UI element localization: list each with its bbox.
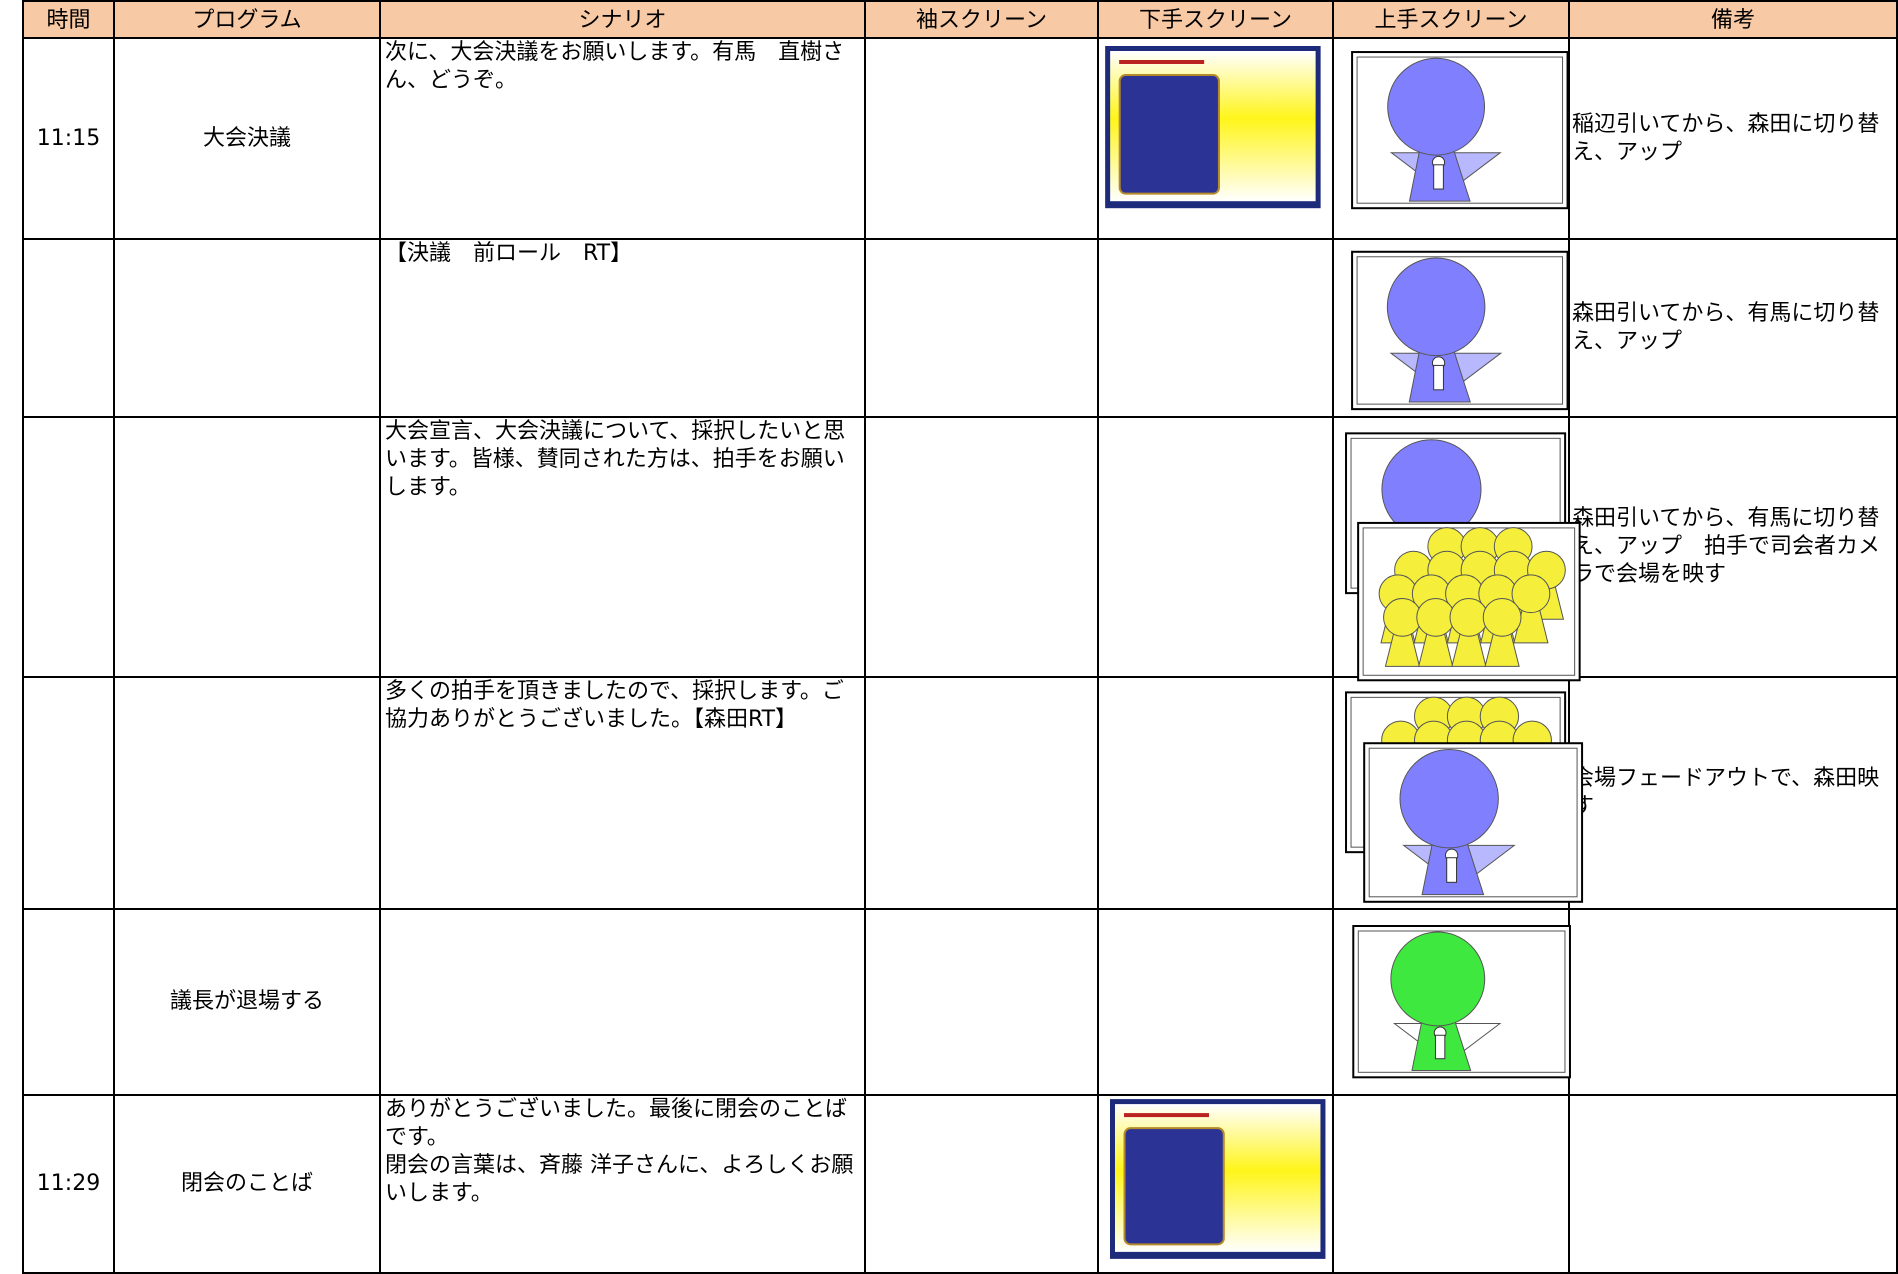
- stage-right-screen-cell: [1334, 418, 1570, 678]
- scenario-text: 閉会の言葉は、斉藤 洋子さんに、よろしくお願いします。: [385, 1153, 854, 1206]
- scenario-cell: [381, 910, 866, 1096]
- stage-right-screen-cell: [1334, 39, 1570, 240]
- program-cell: 大会決議: [115, 39, 381, 240]
- header-cell: シナリオ: [381, 0, 866, 39]
- sleeve-screen-cell: [866, 678, 1099, 910]
- header-cell: 備考: [1570, 0, 1898, 39]
- scenario-cell: 大会宣言、大会決議について、採択したいと思います。皆様、賛同された方は、拍手をお…: [381, 418, 866, 678]
- time-cell: [22, 418, 115, 678]
- remarks-text: 会場フェードアウトで、森田映す: [1572, 766, 1880, 819]
- remarks-cell: 森田引いてから、有馬に切り替え、アップ 拍手で司会者カメラで会場を映す: [1570, 418, 1898, 678]
- program-cell: [115, 418, 381, 678]
- time-cell: [22, 678, 115, 910]
- stage-right-screen-cell: [1334, 1096, 1570, 1274]
- remarks-cell: [1570, 1096, 1898, 1274]
- stage-right-screen-cell: [1334, 678, 1570, 910]
- sleeve-screen-cell: [866, 240, 1099, 418]
- header-cell: 時間: [22, 0, 115, 39]
- remarks-cell: 森田引いてから、有馬に切り替え、アップ: [1570, 240, 1898, 418]
- time-cell: [22, 240, 115, 418]
- header-cell: プログラム: [115, 0, 381, 39]
- remarks-text: 森田引いてから、有馬に切り替え、アップ: [1572, 301, 1880, 354]
- scenario-cell: ありがとうございました。最後に閉会のことばです。 閉会の言葉は、斉藤 洋子さんに、…: [381, 1096, 866, 1274]
- scenario-text: 多くの拍手を頂きましたので、採択します。ご協力ありがとうございました。【森田RT…: [385, 679, 844, 732]
- stage-left-screen-cell: [1099, 418, 1334, 678]
- time-cell: 11:29: [22, 1096, 115, 1274]
- header-cell: 上手スクリーン: [1334, 0, 1570, 39]
- scenario-text: ありがとうございました。最後に閉会のことばです。: [385, 1097, 848, 1150]
- stage-left-screen-cell: [1099, 1096, 1334, 1274]
- time-cell: [22, 910, 115, 1096]
- remarks-text: 稲辺引いてから、森田に切り替え、アップ: [1572, 111, 1880, 165]
- program-cell: [115, 240, 381, 418]
- remarks-cell: 稲辺引いてから、森田に切り替え、アップ: [1570, 39, 1898, 240]
- stage-right-screen-cell: [1334, 240, 1570, 418]
- program-cell: [115, 678, 381, 910]
- stage-right-screen-cell: [1334, 910, 1570, 1096]
- scenario-text: 【決議 前ロール RT】: [385, 241, 633, 266]
- program-cell: 閉会のことば: [115, 1096, 381, 1274]
- remarks-cell: 会場フェードアウトで、森田映す: [1570, 678, 1898, 910]
- program-cell: 議長が退場する: [115, 910, 381, 1096]
- stage-left-screen-cell: [1099, 910, 1334, 1096]
- sleeve-screen-cell: [866, 418, 1099, 678]
- time-cell: 11:15: [22, 39, 115, 240]
- scenario-text: 大会宣言、大会決議について、採択したいと思います。皆様、賛同された方は、拍手をお…: [385, 419, 846, 500]
- scenario-cell: 次に、大会決議をお願いします。有馬 直樹さん、どうぞ。: [381, 39, 866, 240]
- scenario-text: 次に、大会決議をお願いします。有馬 直樹さん、どうぞ。: [385, 40, 845, 93]
- remarks-text: 森田引いてから、有馬に切り替え、アップ 拍手で司会者カメラで会場を映す: [1572, 506, 1881, 587]
- stage-left-screen-cell: [1099, 39, 1334, 240]
- sleeve-screen-cell: [866, 1096, 1099, 1274]
- header-cell: 下手スクリーン: [1099, 0, 1334, 39]
- stage-left-screen-cell: [1099, 678, 1334, 910]
- header-cell: 袖スクリーン: [866, 0, 1099, 39]
- stage-left-screen-cell: [1099, 240, 1334, 418]
- scenario-cell: 多くの拍手を頂きましたので、採択します。ご協力ありがとうございました。【森田RT…: [381, 678, 866, 910]
- sleeve-screen-cell: [866, 39, 1099, 240]
- sleeve-screen-cell: [866, 910, 1099, 1096]
- scenario-cell: 【決議 前ロール RT】: [381, 240, 866, 418]
- remarks-cell: [1570, 910, 1898, 1096]
